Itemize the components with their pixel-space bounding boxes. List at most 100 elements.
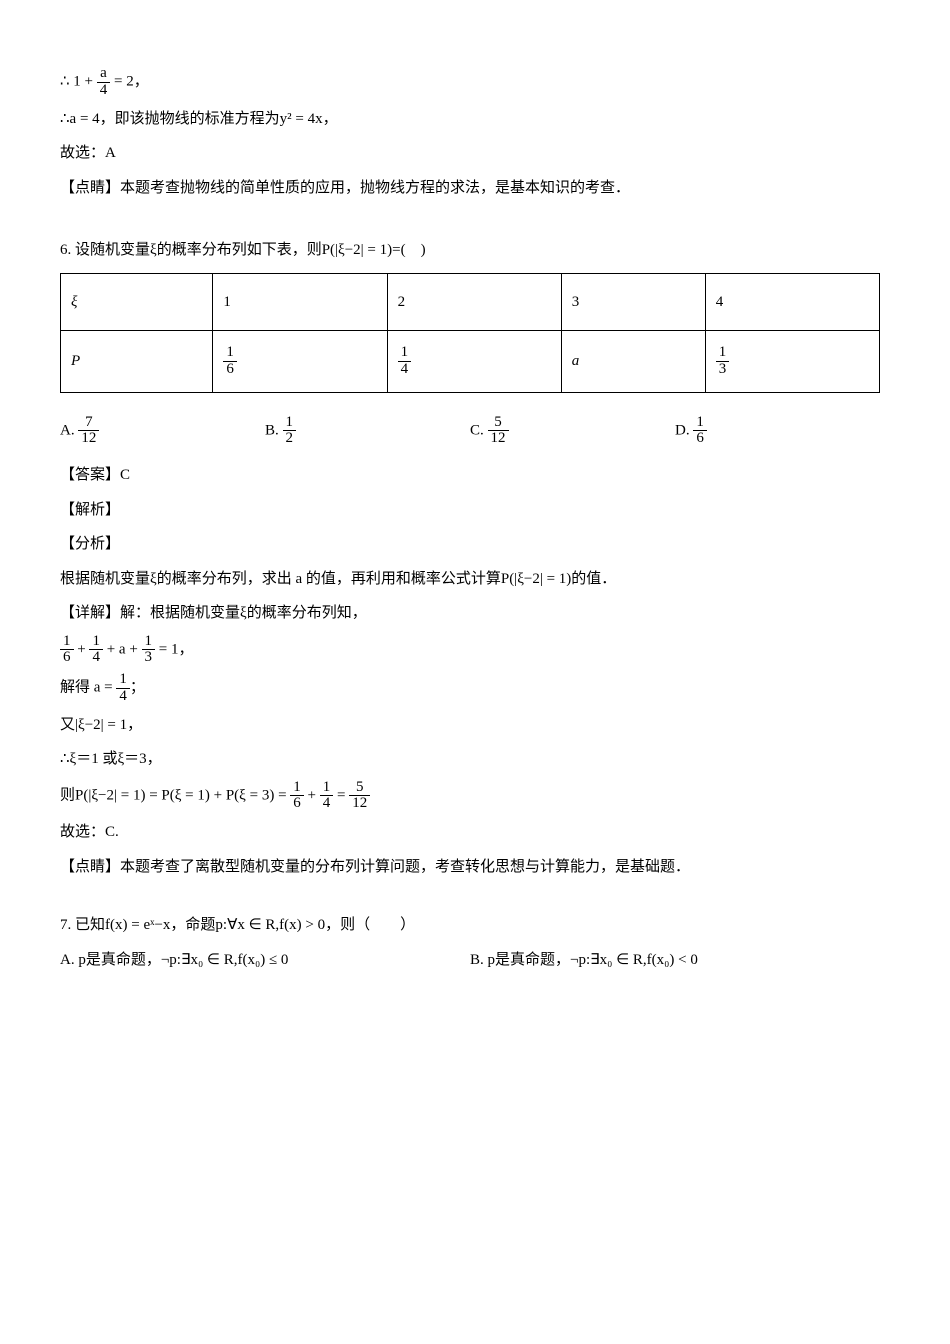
den: 3 [142, 649, 156, 666]
frac-icon: 1 3 [716, 345, 730, 378]
cell: 3 [561, 273, 705, 331]
num: 1 [89, 634, 103, 650]
frac-icon: 1 4 [116, 672, 130, 705]
dianjing-2: 【点睛】本题考查了离散型随机变量的分布列计算问题，考查转化思想与计算能力，是基础… [60, 853, 880, 882]
cell: a [561, 331, 705, 393]
suffix: ； [130, 680, 145, 696]
abs-line: 又|ξ−2| = 1， [60, 711, 880, 740]
xi-label: ξ [61, 273, 213, 331]
p-label: P [61, 331, 213, 393]
choice-d: D. 1 6 [675, 415, 880, 448]
num: 1 [60, 634, 74, 650]
frac-icon: 5 12 [349, 780, 370, 813]
num: 1 [142, 634, 156, 650]
therefore-1: ∴ [60, 74, 70, 90]
choice-c: C. 5 12 [470, 415, 675, 448]
den: 4 [320, 795, 334, 812]
q7-choices: A. p是真命题，¬p:∃x₀ ∈ R,f(x₀) ≤ 0 B. p是真命题，¬… [60, 946, 880, 975]
num: 7 [78, 415, 99, 431]
solve-a: 解得 a = 1 4 ； [60, 672, 880, 705]
prev-dianjing: 【点睛】本题考查抛物线的简单性质的应用，抛物线方程的求法，是基本知识的考查． [60, 174, 880, 203]
den: 6 [223, 361, 237, 378]
jiexi-label: 【解析】 [60, 496, 880, 525]
den: 12 [488, 430, 509, 447]
choice-a: A. 7 12 [60, 415, 265, 448]
text: ∴ξ＝1 或ξ＝3， [60, 751, 162, 767]
frac-icon: 1 6 [223, 345, 237, 378]
den: 6 [60, 649, 74, 666]
cell: 4 [705, 273, 879, 331]
num: 1 [693, 415, 707, 431]
den: 4 [116, 688, 130, 705]
frac-icon: 5 12 [488, 415, 509, 448]
choice-b: B. p是真命题，¬p:∃x₀ ∈ R,f(x₀) < 0 [470, 946, 880, 975]
cell: 1 [213, 273, 387, 331]
num: 1 [283, 415, 297, 431]
num: 1 [320, 780, 334, 796]
text: A. p是真命题，¬p:∃x₀ ∈ R,f(x₀) ≤ 0 [60, 952, 288, 968]
sum-equation: 1 6 + 1 4 + a + 1 3 = 1， [60, 634, 880, 667]
cell: 1 3 [705, 331, 879, 393]
cell: 2 [387, 273, 561, 331]
frac-a-over-4: a 4 [97, 66, 111, 99]
num: 1 [223, 345, 237, 361]
frac-icon: 1 4 [89, 634, 103, 667]
den: 2 [283, 430, 297, 447]
fenxi-text: 根据随机变量ξ的概率分布列，求出 a 的值，再利用和概率公式计算P(|ξ−2| … [60, 565, 880, 594]
text: B. p是真命题，¬p:∃x₀ ∈ R,f(x₀) < 0 [470, 952, 698, 968]
prev-answer: 故选：A [60, 139, 880, 168]
num: 5 [488, 415, 509, 431]
num: 5 [349, 780, 370, 796]
prev-step-1: ∴ 1 + a 4 = 2， [60, 66, 880, 99]
table-row: ξ 1 2 3 4 [61, 273, 880, 331]
den: 12 [78, 430, 99, 447]
den: 12 [349, 795, 370, 812]
text: 又|ξ−2| = 1， [60, 717, 142, 733]
guxuan-c: 故选：C. [60, 818, 880, 847]
so-line: ∴ξ＝1 或ξ＝3， [60, 745, 880, 774]
eq-tail: = 2， [114, 74, 149, 90]
den: 6 [290, 795, 304, 812]
prefix: 解得 [60, 680, 90, 696]
q7-stem: 7. 已知f(x) = eˣ−x，命题p:∀x ∈ R,f(x) > 0，则（ … [60, 911, 880, 940]
prob-line: 则P(|ξ−2| = 1) = P(ξ = 1) + P(ξ = 3) = 1 … [60, 780, 880, 813]
distribution-table: ξ 1 2 3 4 P 1 6 1 4 a 1 3 [60, 273, 880, 393]
den: 3 [716, 361, 730, 378]
frac-icon: 1 6 [693, 415, 707, 448]
text: ξ [71, 294, 77, 310]
text: ∴a = 4，即该抛物线的标准方程为y² = 4x， [60, 111, 338, 127]
num: 1 [290, 780, 304, 796]
num: 1 [398, 345, 412, 361]
a: a [572, 353, 580, 369]
num: a [97, 66, 111, 82]
cell: 1 6 [213, 331, 387, 393]
choice-row: A. 7 12 B. 1 2 C. 5 12 D. 1 6 [60, 415, 880, 448]
xiangjie-prefix: 【详解】解：根据随机变量ξ的概率分布列知， [60, 599, 880, 628]
frac-icon: 1 6 [60, 634, 74, 667]
cell: 1 4 [387, 331, 561, 393]
frac-icon: 1 3 [142, 634, 156, 667]
frac-icon: 1 4 [398, 345, 412, 378]
frac-icon: 1 4 [320, 780, 334, 813]
fenxi-label: 【分析】 [60, 530, 880, 559]
answer-label: 【答案】C [60, 461, 880, 490]
text: P [71, 353, 80, 369]
den: 4 [97, 82, 111, 99]
prefix: 则P(|ξ−2| = 1) = P(ξ = 1) + P(ξ = 3) = [60, 787, 290, 803]
choice-a: A. p是真命题，¬p:∃x₀ ∈ R,f(x₀) ≤ 0 [60, 946, 470, 975]
frac-icon: 1 6 [290, 780, 304, 813]
table-row: P 1 6 1 4 a 1 3 [61, 331, 880, 393]
den: 4 [398, 361, 412, 378]
den: 4 [89, 649, 103, 666]
q6-stem: 6. 设随机变量ξ的概率分布列如下表，则P(|ξ−2| = 1)=( ) [60, 236, 880, 265]
num: 1 [116, 672, 130, 688]
tail: = 1， [159, 641, 194, 657]
plus-a: + a + [107, 641, 138, 657]
text: 7. 已知f(x) = eˣ−x，命题p:∀x ∈ R,f(x) > 0，则（ … [60, 917, 415, 933]
frac-icon: 7 12 [78, 415, 99, 448]
frac-icon: 1 2 [283, 415, 297, 448]
den: 6 [693, 430, 707, 447]
prev-step-2: ∴a = 4，即该抛物线的标准方程为y² = 4x， [60, 105, 880, 134]
choice-b: B. 1 2 [265, 415, 470, 448]
num: 1 [716, 345, 730, 361]
